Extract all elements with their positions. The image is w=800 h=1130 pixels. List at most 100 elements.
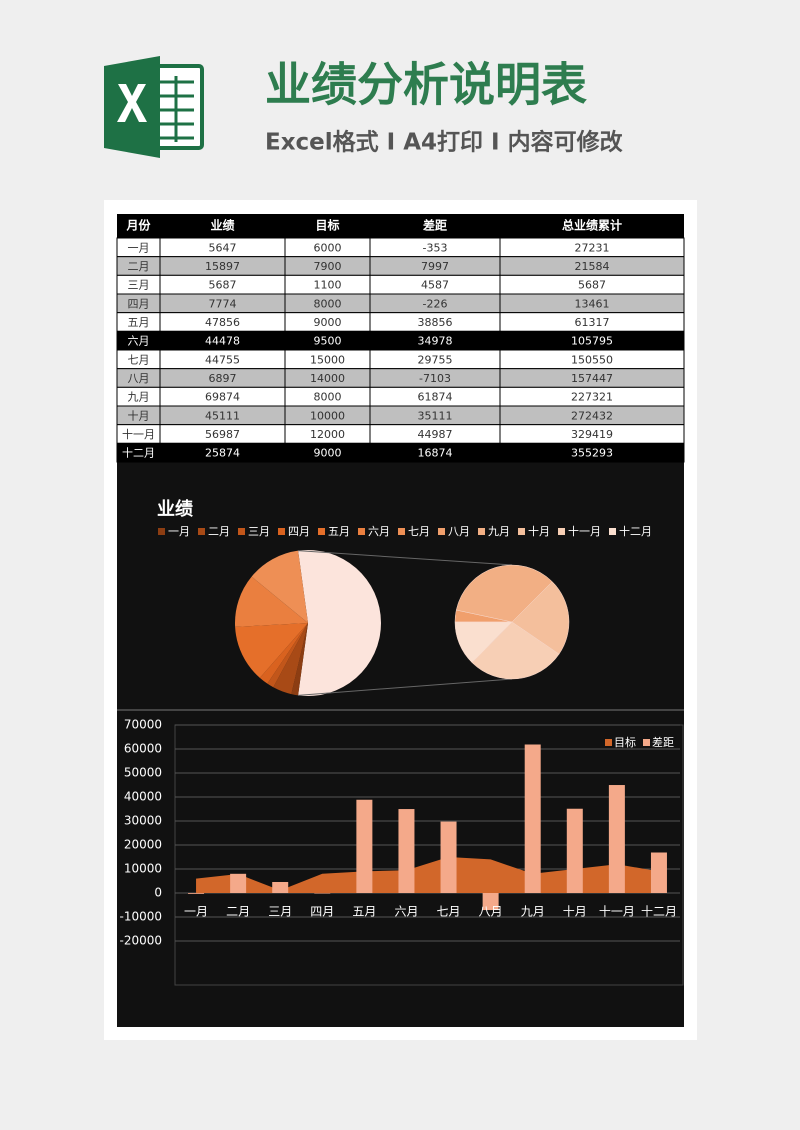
legend-label: 五月 (328, 525, 350, 538)
table-cell: -7103 (419, 372, 451, 385)
table-cell: 9000 (314, 447, 342, 460)
table-cell: 十月 (128, 408, 150, 422)
legend-label: 差距 (652, 735, 674, 749)
y-tick-label: 40000 (124, 790, 162, 804)
x-tick-label: 四月 (310, 905, 334, 919)
table-cell: 16874 (418, 447, 453, 460)
y-tick-label: 30000 (124, 814, 162, 828)
table-cell: 5647 (209, 241, 237, 254)
table-cell: 8000 (314, 391, 342, 404)
legend-swatch (438, 528, 445, 535)
table-cell: 1100 (314, 279, 342, 292)
legend-swatch (558, 528, 565, 535)
subtitle: Excel格式 I A4打印 I 内容可修改 (265, 129, 623, 156)
bar (650, 852, 667, 893)
x-tick-label: 三月 (268, 905, 292, 919)
legend-swatch (198, 528, 205, 535)
table-cell: 14000 (310, 372, 345, 385)
pie-slice (235, 576, 308, 627)
x-tick-label: 九月 (521, 905, 545, 919)
area (196, 857, 659, 893)
pie-slice (259, 623, 308, 684)
y-tick-label: 50000 (124, 766, 162, 780)
bar (188, 893, 205, 894)
table-cell: 355293 (571, 447, 613, 460)
pie-slice (454, 621, 513, 664)
bar (524, 744, 541, 893)
table-cell: 61317 (575, 316, 610, 329)
table-cell: 38856 (418, 316, 453, 329)
legend-swatch (605, 739, 612, 746)
table-cell: 35111 (418, 409, 453, 422)
bar (398, 809, 415, 893)
legend-swatch (238, 528, 245, 535)
y-tick-label: 10000 (124, 862, 162, 876)
table-cell: 227321 (571, 391, 613, 404)
table-cell: 5687 (578, 279, 606, 292)
table-cell: 157447 (571, 372, 613, 385)
legend-swatch (318, 528, 325, 535)
table-cell: 10000 (310, 409, 345, 422)
pie-slice (267, 623, 308, 688)
pie-slice (273, 623, 308, 695)
legend-label: 四月 (288, 525, 310, 538)
legend-swatch (478, 528, 485, 535)
table-cell: 二月 (128, 260, 150, 273)
title: 业绩分析说明表 (265, 58, 587, 112)
table-cell: 七月 (128, 353, 150, 366)
table-cell: 9000 (314, 316, 342, 329)
table-header (117, 214, 684, 238)
table-row (116, 442, 685, 463)
table-cell: 15897 (205, 260, 240, 273)
bar (608, 785, 625, 893)
table-cell: 12000 (310, 428, 345, 441)
legend-label: 三月 (248, 525, 270, 538)
bar (356, 799, 373, 893)
table-cell: 7997 (421, 260, 449, 273)
bar (482, 893, 499, 911)
legend-label: 十一月 (568, 524, 601, 538)
legend-swatch (518, 528, 525, 535)
table-cell: 69874 (205, 391, 240, 404)
x-tick-label: 一月 (184, 905, 208, 919)
table-cell: 6000 (314, 241, 342, 254)
legend-label: 十二月 (619, 524, 652, 538)
x-tick-label: 六月 (394, 905, 418, 919)
table-cell: 7774 (209, 297, 237, 310)
column-header: 月份 (125, 218, 151, 233)
legend-swatch (643, 739, 650, 746)
pie-slice (455, 564, 553, 623)
x-tick-label: 十月 (563, 905, 587, 919)
legend-swatch (358, 528, 365, 535)
legend-label: 目标 (614, 735, 636, 749)
table-cell: 29755 (418, 353, 453, 366)
bar (566, 808, 583, 893)
legend-label: 八月 (448, 525, 470, 538)
x-tick-label: 十二月 (641, 905, 677, 919)
y-tick-label: -20000 (119, 934, 162, 948)
chart-panel (117, 462, 684, 1027)
legend-swatch (278, 528, 285, 535)
legend-label: 九月 (488, 525, 510, 538)
legend-swatch (398, 528, 405, 535)
bar (314, 893, 331, 894)
table-cell: 三月 (128, 279, 150, 292)
chart-title: 业绩 (157, 498, 193, 520)
x-tick-label: 十一月 (599, 905, 635, 919)
bar (230, 873, 247, 893)
table-cell: -353 (423, 241, 448, 254)
table-cell: 4587 (421, 279, 449, 292)
table-cell: 9500 (314, 335, 342, 348)
x-tick-label: 五月 (352, 905, 376, 919)
table-cell: -226 (423, 297, 448, 310)
bar (272, 881, 289, 893)
table-cell: 329419 (571, 428, 613, 441)
y-tick-label: 70000 (124, 718, 162, 732)
table-cell: 44755 (205, 353, 240, 366)
table-cell: 6897 (209, 372, 237, 385)
table-cell: 九月 (128, 391, 150, 404)
table-cell: 五月 (128, 316, 150, 329)
legend-label: 十月 (528, 524, 550, 538)
legend-label: 七月 (408, 525, 430, 538)
connector (298, 550, 513, 566)
